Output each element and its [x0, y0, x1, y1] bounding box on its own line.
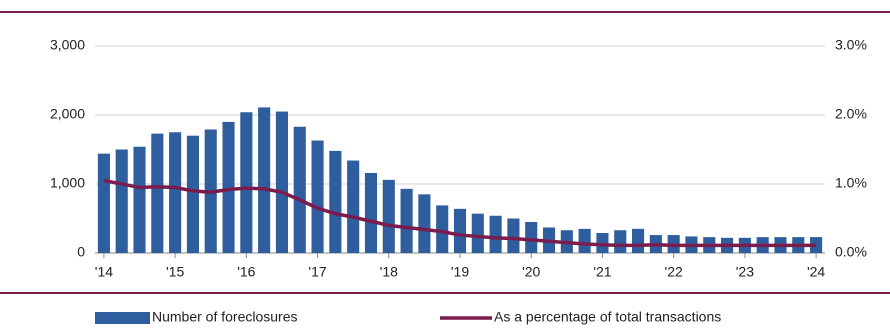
bar: [275, 111, 289, 253]
bar: [151, 133, 164, 253]
y-tick-label: 1,000: [50, 175, 85, 191]
bar: [97, 153, 110, 253]
bar: [186, 135, 199, 253]
x-tick-label: '21: [593, 264, 611, 280]
x-tick-label: '14: [95, 264, 113, 280]
bar: [525, 221, 538, 253]
bar: [364, 172, 378, 253]
bar: [115, 149, 128, 253]
y-tick-label: 0: [77, 244, 85, 260]
bar: [507, 218, 520, 253]
bar: [347, 160, 360, 253]
bar: [133, 146, 146, 253]
bar: [240, 112, 253, 254]
bar: [258, 107, 271, 253]
x-tick-label: '15: [166, 264, 184, 280]
bar: [311, 140, 324, 253]
y2-tick-label: 3.0%: [835, 37, 867, 53]
bar: [400, 188, 413, 253]
y2-tick-label: 0.0%: [835, 244, 867, 260]
y-tick-label: 2,000: [50, 106, 85, 122]
bar: [631, 228, 645, 253]
x-tick-label: '17: [308, 264, 326, 280]
bar: [418, 194, 431, 253]
x-tick-label: '16: [237, 264, 255, 280]
x-tick-label: '24: [807, 264, 825, 280]
y2-tick-label: 2.0%: [835, 106, 867, 122]
line: [103, 178, 817, 248]
legend-label: Number of foreclosures: [152, 309, 298, 325]
bar: [578, 228, 591, 253]
x-tick-label: '22: [665, 264, 683, 280]
bar: [169, 132, 182, 253]
x-tick-label: '20: [522, 264, 540, 280]
bar: [471, 213, 484, 253]
x-tick-label: '18: [380, 264, 398, 280]
y2-tick-label: 1.0%: [835, 175, 867, 191]
bar: [222, 121, 235, 254]
x-tick-label: '19: [451, 264, 469, 280]
bar: [329, 150, 342, 253]
legend-swatch: [95, 312, 150, 324]
bar: [436, 205, 449, 253]
y-tick-label: 3,000: [50, 37, 85, 53]
x-tick-label: '23: [736, 264, 754, 280]
bar: [614, 230, 627, 253]
bar: [453, 208, 467, 253]
bar: [382, 179, 395, 253]
legend-label: As a percentage of total transactions: [494, 309, 721, 325]
bar: [293, 126, 306, 253]
bar: [489, 215, 502, 253]
